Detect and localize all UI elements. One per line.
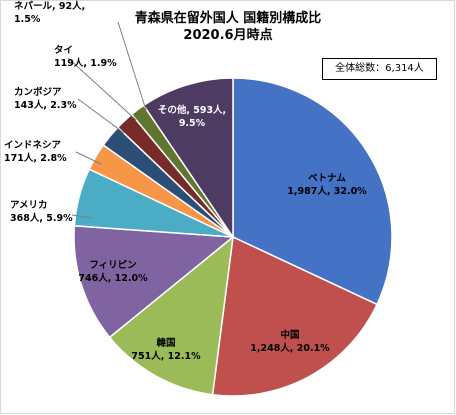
leader-line-cambodia [77,98,125,134]
pie-slice-korea [108,235,234,396]
leader-line-indonesia [75,151,102,165]
slice-value-usa: 368人, 5.9% [10,212,73,224]
slice-label-korea: 韓国 [156,337,175,349]
leader-line-thailand [67,57,137,121]
pie-slice-vietnam [232,77,393,306]
leader-line-usa [71,214,93,219]
slice-label-thailand: タイ [54,44,73,56]
slice-label-other: その他, 593人, [158,104,226,116]
total-count-box: 全体総数：6,314人 [322,58,437,80]
slice-label-indonesia: インドネシア [4,140,62,151]
slice-label-usa: アメリカ [10,200,48,211]
leader-line-nepal [117,21,147,111]
slice-label-vietnam: ベトナム [308,173,346,184]
slice-label-philippines: フィリピン [89,259,136,271]
chart-subtitle: 2020.6月時点 [183,28,273,43]
chart-title: 青森県在留外国人 国籍別構成比 [134,11,322,26]
slice-label-nepal: ネパール, 92人, [14,0,85,12]
slice-value-other: 9.5% [179,118,206,129]
pie-slice-philippines [73,224,235,339]
slice-label-cambodia: カンボジア [14,86,62,98]
pie-slice-other [142,77,234,240]
slice-label-china: 中国 [280,329,299,341]
slice-value-philippines: 746人, 12.0% [78,272,148,284]
slice-value-china: 1,248人, 20.1% [250,342,330,354]
slice-value-korea: 751人, 12.1% [131,350,201,362]
slice-value-thailand: 119人, 1.9% [54,57,117,69]
slice-value-indonesia: 171人, 2.8% [4,152,67,164]
pie-slice-china [211,235,379,397]
slice-value-nepal: 1.5% [14,14,41,25]
slice-value-vietnam: 1,987人, 32.0% [287,185,367,197]
slice-value-cambodia: 143人, 2.3% [14,99,77,111]
